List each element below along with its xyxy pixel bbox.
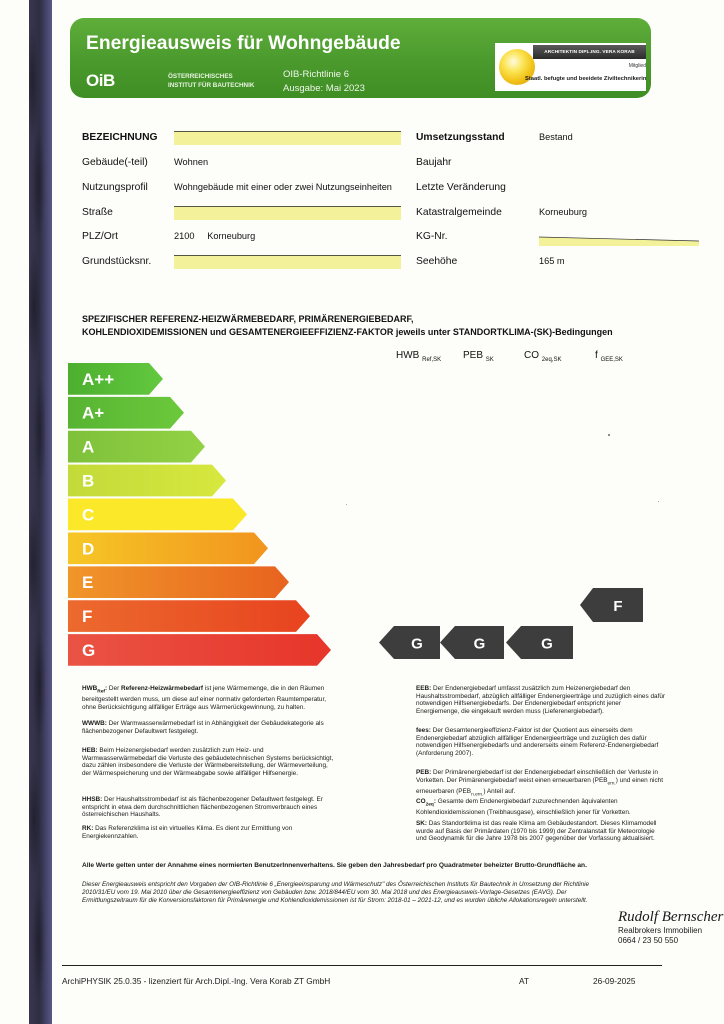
svg-text:F: F: [613, 598, 622, 615]
svg-text:D: D: [82, 539, 94, 558]
svg-text:G: G: [474, 636, 486, 653]
svg-text:C: C: [82, 505, 94, 524]
svg-text:B: B: [82, 472, 94, 491]
svg-text:F: F: [82, 607, 92, 626]
svg-text:G: G: [82, 641, 95, 660]
svg-text:A+: A+: [82, 404, 104, 423]
svg-text:A: A: [82, 438, 94, 457]
svg-text:G: G: [411, 636, 423, 653]
svg-text:A++: A++: [82, 370, 114, 389]
svg-text:E: E: [82, 573, 93, 592]
svg-text:G: G: [541, 636, 553, 653]
